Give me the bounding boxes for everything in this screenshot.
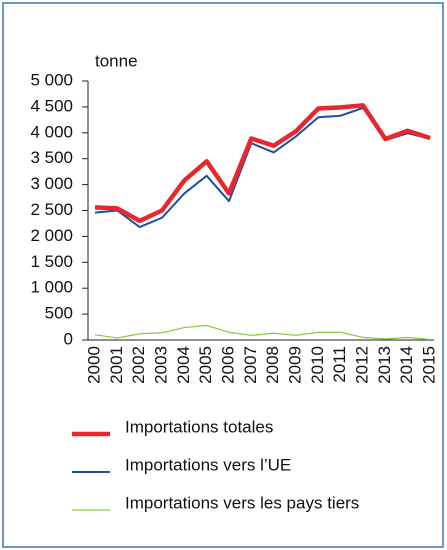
y-tick-label: 2 500 <box>30 200 73 219</box>
x-tick-label: 2009 <box>285 346 304 384</box>
y-tick-label: 4 500 <box>30 96 73 115</box>
y-tick-label: 5 000 <box>30 70 73 89</box>
legend-label: Importations totales <box>125 417 273 436</box>
y-tick-label: 4 000 <box>30 122 73 141</box>
x-tick-label: 2013 <box>375 346 394 384</box>
series-line <box>94 324 431 341</box>
x-tick-label: 2008 <box>263 346 282 384</box>
x-tick-label: 2012 <box>352 346 371 384</box>
x-tick-label: 2006 <box>218 346 237 384</box>
x-tick-label: 2015 <box>419 346 438 384</box>
y-tick-label: 500 <box>45 304 73 323</box>
x-tick-label: 2003 <box>151 346 170 384</box>
x-tick-label: 2001 <box>107 346 126 384</box>
x-tick-label: 2011 <box>330 346 349 383</box>
y-tick-label: 1 000 <box>30 278 73 297</box>
legend-label: Importations vers l’UE <box>125 455 291 474</box>
y-tick-label: 3 500 <box>30 148 73 167</box>
y-tick-label: 2 000 <box>30 226 73 245</box>
series-line <box>94 103 431 224</box>
y-tick-label: 0 <box>64 329 73 348</box>
x-tick-label: 2002 <box>129 346 148 384</box>
y-unit-label: tonne <box>95 51 138 70</box>
series-line <box>94 106 431 229</box>
y-tick-label: 3 000 <box>30 174 73 193</box>
x-tick-label: 2005 <box>196 346 215 384</box>
x-tick-label: 2004 <box>174 346 193 384</box>
x-tick-label: 2010 <box>308 346 327 384</box>
x-tick-label: 2000 <box>84 346 103 384</box>
y-tick-label: 1 500 <box>30 252 73 271</box>
legend-label: Importations vers les pays tiers <box>125 493 359 512</box>
x-tick-label: 2007 <box>241 346 260 384</box>
x-tick-label: 2014 <box>397 346 416 384</box>
